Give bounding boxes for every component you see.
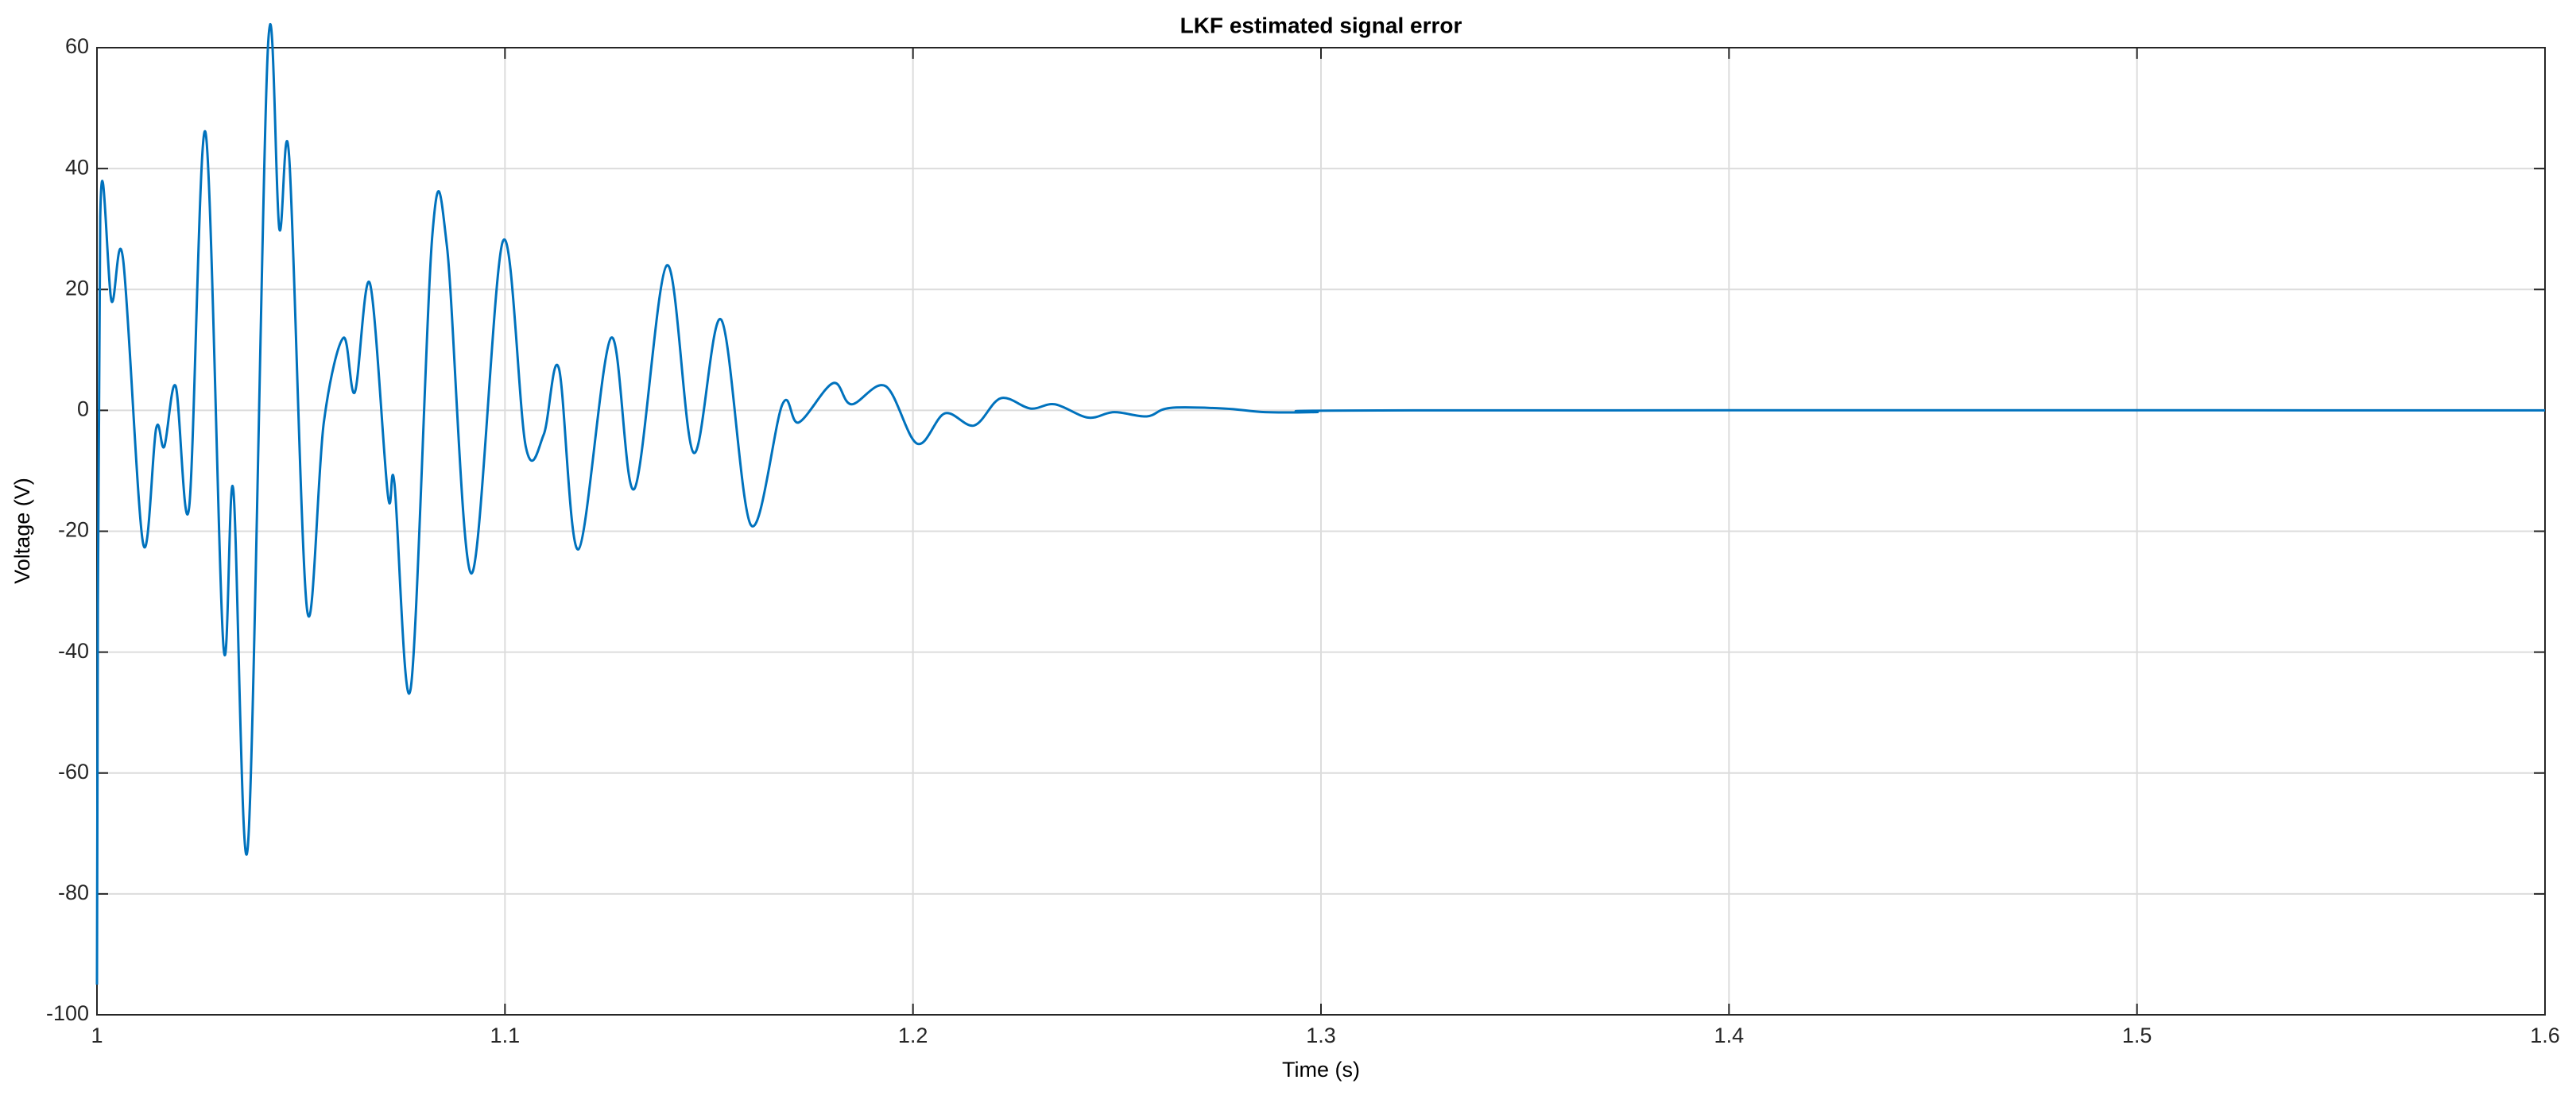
y-axis-label: Voltage (V)	[10, 478, 34, 584]
x-axis-label: Time (s)	[1282, 1058, 1360, 1082]
y-tick-label: 40	[65, 155, 89, 179]
x-tick-label: 1.6	[2530, 1024, 2560, 1047]
y-tick-label: 60	[65, 34, 89, 58]
y-tick-label: 20	[65, 276, 89, 300]
x-tick-label: 1.1	[490, 1024, 521, 1047]
chart-title: LKF estimated signal error	[1180, 13, 1462, 37]
x-tick-label: 1.4	[1714, 1024, 1745, 1047]
x-tick-label: 1	[91, 1024, 103, 1047]
y-tick-label: -80	[58, 880, 89, 904]
y-tick-label: 0	[77, 397, 89, 421]
y-tick-label: -60	[58, 760, 89, 784]
x-tick-label: 1.5	[2122, 1024, 2152, 1047]
y-tick-label: -20	[58, 518, 89, 542]
x-tick-label: 1.2	[898, 1024, 928, 1047]
y-tick-label: -100	[46, 1001, 89, 1025]
plot-frame	[96, 47, 2546, 1016]
y-tick-label: -40	[58, 639, 89, 663]
data-line	[95, 23, 2546, 985]
x-tick-label: 1.3	[1306, 1024, 1336, 1047]
